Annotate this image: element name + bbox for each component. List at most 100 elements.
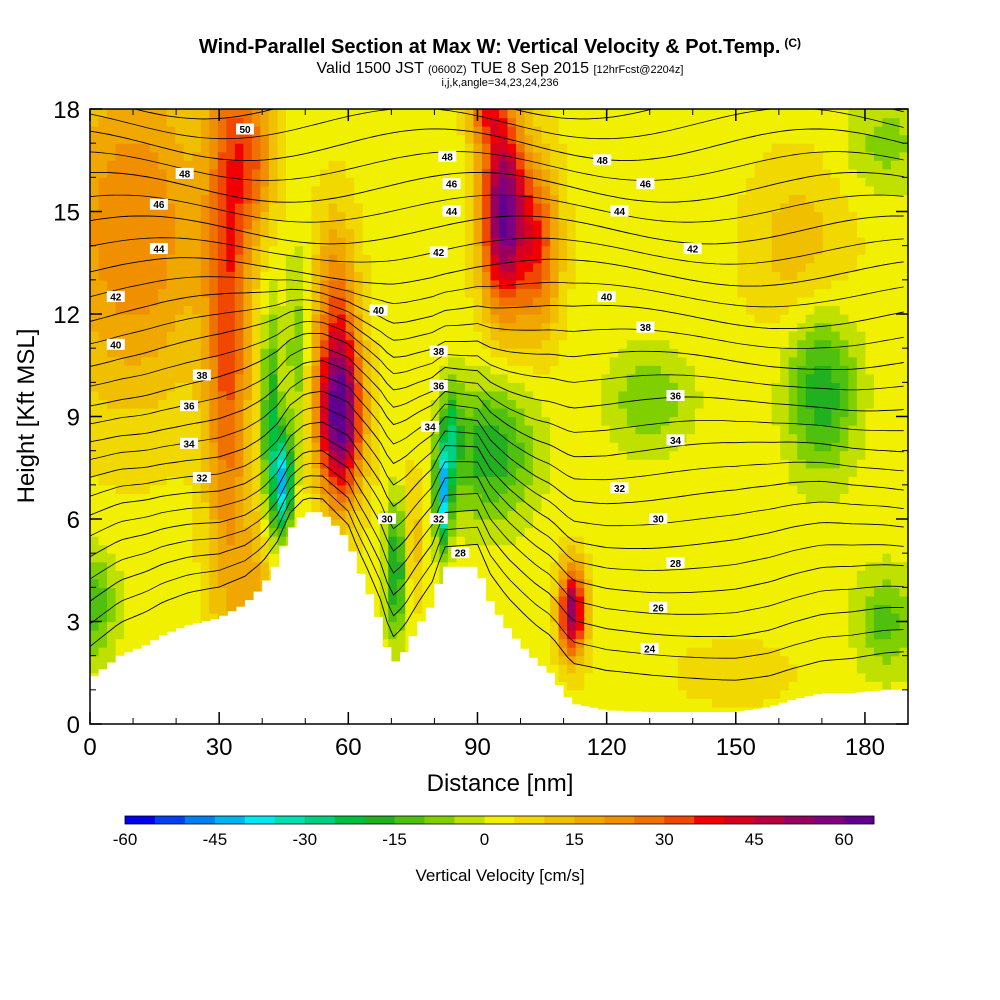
w-cell xyxy=(626,672,636,682)
w-cell xyxy=(439,237,449,247)
w-cell xyxy=(379,202,389,213)
w-cell xyxy=(226,407,236,418)
w-cell xyxy=(533,467,543,477)
w-cell xyxy=(217,314,227,324)
w-cell xyxy=(499,595,509,606)
w-cell xyxy=(175,425,185,435)
w-cell xyxy=(379,322,389,332)
w-cell xyxy=(677,595,688,606)
w-cell xyxy=(601,433,611,443)
w-cell xyxy=(379,501,389,512)
w-cell xyxy=(405,194,415,204)
w-cell xyxy=(567,126,577,136)
w-cell xyxy=(533,254,543,264)
w-cell xyxy=(362,433,372,443)
w-cell xyxy=(516,561,526,571)
w-cell xyxy=(320,254,330,264)
w-cell xyxy=(635,262,645,272)
w-cell xyxy=(277,220,287,230)
w-cell xyxy=(226,467,236,477)
w-cell xyxy=(609,501,619,512)
w-cell xyxy=(541,296,551,307)
w-cell xyxy=(209,501,219,512)
w-cell xyxy=(90,459,100,469)
w-cell xyxy=(516,578,526,588)
w-cell xyxy=(507,373,517,383)
w-cell xyxy=(652,425,662,435)
w-cell xyxy=(660,339,671,349)
w-cell xyxy=(609,339,619,349)
w-cell xyxy=(149,373,159,383)
w-cell xyxy=(388,382,398,392)
w-cell xyxy=(490,220,500,230)
w-cell xyxy=(337,126,347,136)
w-cell xyxy=(209,399,219,409)
w-cell xyxy=(439,501,449,512)
w-cell xyxy=(379,425,389,435)
w-cell xyxy=(251,109,262,119)
w-cell xyxy=(447,382,457,392)
w-cell xyxy=(660,117,671,127)
w-cell xyxy=(268,271,279,281)
w-cell xyxy=(388,271,398,281)
w-cell xyxy=(660,134,671,144)
w-cell xyxy=(473,561,483,571)
w-cell xyxy=(268,399,279,409)
w-cell xyxy=(328,177,338,187)
w-cell xyxy=(464,211,475,221)
w-cell xyxy=(124,143,134,153)
w-cell xyxy=(234,433,244,443)
w-cell xyxy=(490,134,500,144)
w-cell xyxy=(209,407,219,418)
w-cell xyxy=(533,279,543,289)
w-cell xyxy=(192,160,202,170)
w-cell xyxy=(354,245,364,255)
w-cell xyxy=(183,126,193,136)
w-cell xyxy=(200,595,210,606)
w-cell xyxy=(584,476,594,486)
w-cell xyxy=(200,288,210,298)
w-cell xyxy=(635,305,645,315)
w-cell xyxy=(618,544,628,554)
w-cell xyxy=(481,177,492,187)
w-cell xyxy=(243,476,253,486)
w-cell xyxy=(345,348,355,358)
w-cell xyxy=(371,314,381,324)
w-cell xyxy=(592,339,602,349)
w-cell xyxy=(643,279,653,289)
w-cell xyxy=(166,561,176,571)
w-cell xyxy=(166,168,176,178)
w-cell xyxy=(183,331,193,341)
w-cell xyxy=(226,527,236,537)
w-cell xyxy=(456,450,466,460)
w-cell xyxy=(422,288,432,298)
w-cell xyxy=(592,553,602,563)
w-cell xyxy=(183,151,193,161)
w-cell xyxy=(209,228,219,238)
w-cell xyxy=(660,561,671,571)
w-cell xyxy=(209,134,219,144)
w-cell xyxy=(481,578,492,588)
w-cell xyxy=(584,399,594,409)
w-cell xyxy=(362,373,372,383)
w-cell xyxy=(345,262,355,272)
w-cell xyxy=(90,126,100,136)
w-cell xyxy=(345,382,355,392)
w-cell xyxy=(660,425,671,435)
w-cell xyxy=(618,126,628,136)
w-cell xyxy=(90,365,100,375)
w-cell xyxy=(158,484,168,494)
w-cell xyxy=(175,245,185,255)
w-cell xyxy=(558,561,568,571)
w-cell xyxy=(558,595,568,606)
w-cell xyxy=(447,220,457,230)
w-cell xyxy=(183,467,193,477)
w-cell xyxy=(541,365,551,375)
w-cell xyxy=(149,177,159,187)
w-cell xyxy=(601,245,611,255)
w-cell xyxy=(430,134,440,144)
w-cell xyxy=(499,356,509,366)
w-cell xyxy=(652,168,662,178)
w-cell xyxy=(217,339,227,349)
w-cell xyxy=(285,382,296,392)
